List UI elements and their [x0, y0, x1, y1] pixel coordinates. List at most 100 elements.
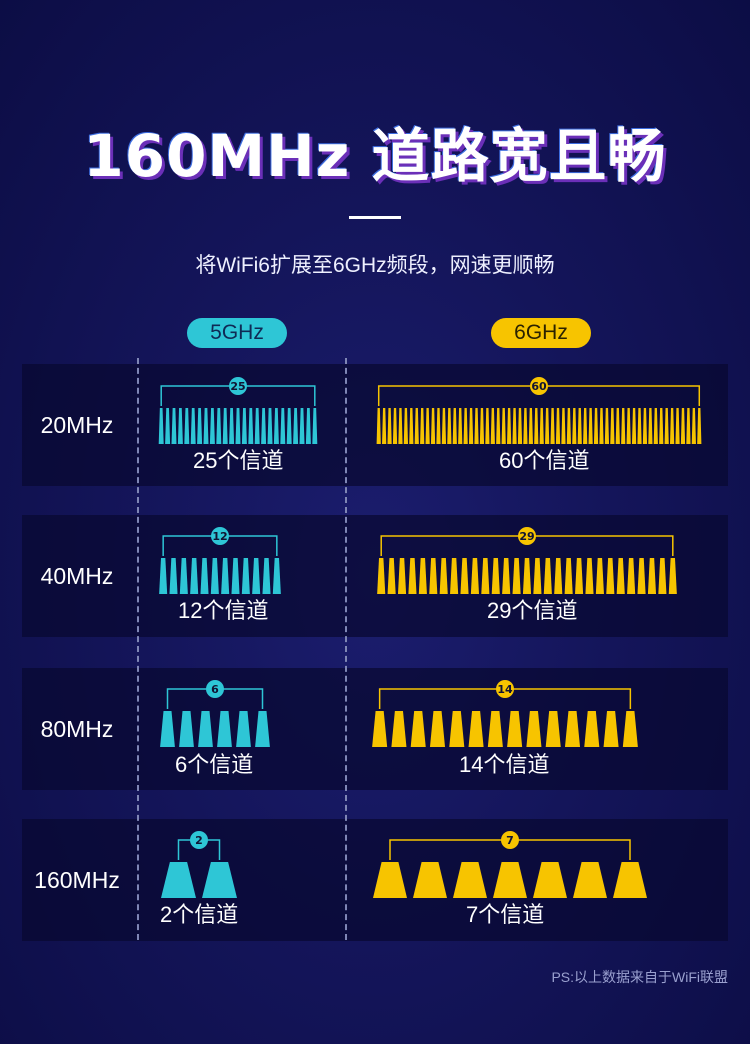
channel-mark — [470, 558, 479, 594]
channel-mark — [286, 408, 292, 444]
channel-mark — [447, 408, 452, 444]
channel-mark — [439, 558, 448, 594]
channel-mark — [235, 408, 241, 444]
channel-mark — [642, 408, 648, 444]
channel-mark — [512, 558, 521, 594]
channel-mark — [391, 711, 407, 747]
channel-mark — [697, 408, 702, 444]
channel-mark — [659, 408, 664, 444]
channel-count-label: 7个信道 — [466, 902, 545, 927]
channel-mark — [408, 558, 417, 594]
channel-mark — [539, 408, 544, 444]
channel-mark — [523, 408, 528, 444]
channel-mark — [599, 408, 604, 444]
row-label: 20MHz — [40, 412, 114, 438]
channel-mark — [668, 558, 677, 594]
channel-mark — [555, 408, 561, 444]
channel-mark — [561, 408, 566, 444]
channel-mark — [299, 408, 305, 444]
channels-6ghz-80mhz: 14 — [370, 679, 640, 749]
channel-mark — [468, 408, 474, 444]
channel-mark — [566, 408, 571, 444]
channel-diagram: 12 — [159, 527, 281, 594]
channel-mark — [564, 558, 573, 594]
channel-mark — [686, 408, 691, 444]
channel-mark — [479, 408, 485, 444]
page-subtitle: 将WiFi6扩展至6GHz频段，网速更顺畅 — [195, 254, 555, 277]
channel-mark — [372, 711, 388, 747]
channel-mark — [512, 408, 517, 444]
channel-mark — [564, 711, 581, 747]
channels-5ghz-40mhz: 12 — [158, 526, 282, 596]
channel-diagram: 14 — [372, 680, 638, 747]
channel-mark — [554, 558, 563, 594]
channel-mark — [675, 408, 680, 444]
count-badge-text: 29 — [519, 530, 534, 543]
channel-mark — [217, 711, 232, 747]
band-6ghz-badge: 6GHz — [491, 318, 591, 348]
channel-mark — [398, 408, 403, 444]
count-badge — [229, 377, 247, 395]
channel-mark — [293, 408, 299, 444]
channel-mark — [615, 408, 620, 444]
channel-mark — [441, 408, 447, 444]
channel-mark — [507, 408, 512, 444]
channel-count-label: 25个信道 — [193, 448, 284, 473]
channel-mark — [452, 408, 457, 444]
channel-mark — [626, 408, 631, 444]
band-5ghz-badge: 5GHz — [187, 318, 287, 348]
channel-mark — [305, 408, 311, 444]
channel-mark — [575, 558, 584, 594]
channel-diagram: 7 — [373, 831, 647, 898]
channel-mark — [420, 408, 425, 444]
channel-mark — [533, 558, 542, 594]
channel-count-label: 14个信道 — [459, 752, 550, 777]
channel-mark — [241, 408, 247, 444]
channel-mark — [261, 408, 267, 444]
channel-mark — [517, 408, 523, 444]
channel-mark — [493, 862, 527, 898]
count-badge-text: 25 — [230, 380, 245, 393]
channel-mark — [209, 408, 215, 444]
channel-mark — [460, 558, 469, 594]
channel-mark — [414, 408, 419, 444]
channel-count-label: 12个信道 — [178, 598, 269, 623]
channel-mark — [436, 408, 441, 444]
channel-mark — [252, 558, 261, 594]
channel-mark — [487, 711, 503, 747]
channel-mark — [272, 558, 281, 594]
channel-mark — [526, 711, 542, 747]
title-underline — [349, 216, 401, 219]
channel-mark — [382, 408, 387, 444]
row-label: 40MHz — [40, 563, 114, 589]
channel-mark — [376, 408, 381, 444]
channel-mark — [573, 862, 607, 898]
channel-mark — [273, 408, 279, 444]
channel-mark — [410, 711, 426, 747]
channel-mark — [543, 558, 552, 594]
count-badge — [211, 527, 229, 545]
channel-mark — [255, 711, 270, 747]
channel-mark — [533, 862, 567, 898]
channel-mark — [647, 558, 657, 594]
channel-mark — [449, 711, 465, 747]
channel-diagram: 6 — [160, 680, 270, 747]
channel-mark — [583, 408, 588, 444]
channel-mark — [179, 558, 188, 594]
channel-mark — [572, 408, 577, 444]
channel-diagram: 25 — [158, 377, 318, 444]
channel-count-label: 6个信道 — [175, 752, 254, 777]
channel-mark — [267, 408, 273, 444]
count-badge-text: 14 — [497, 683, 513, 696]
channel-mark — [425, 408, 430, 444]
channels-5ghz-160mhz: 2 — [158, 830, 240, 900]
channel-mark — [222, 408, 228, 444]
center-divider — [345, 358, 347, 940]
channel-mark — [653, 408, 658, 444]
channel-mark — [229, 408, 235, 444]
channel-mark — [165, 408, 171, 444]
channel-mark — [392, 408, 398, 444]
row-label: 80MHz — [40, 716, 114, 742]
channel-mark — [481, 558, 490, 594]
channel-mark — [588, 408, 593, 444]
